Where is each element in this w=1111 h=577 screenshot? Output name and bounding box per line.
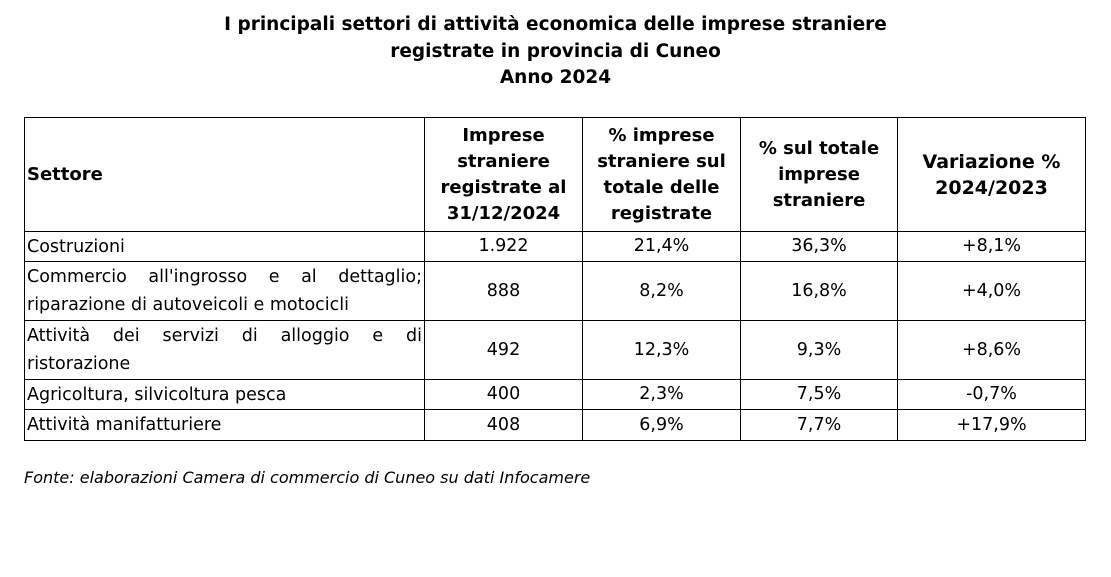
table-row: Costruzioni 1.922 21,4% 36,3% +8,1% <box>24 231 1086 262</box>
cell-pct-registrate: 6,9% <box>582 409 741 441</box>
cell-sector: Attività dei servizi di alloggio e di ri… <box>24 320 425 380</box>
cell-registrate: 888 <box>424 261 583 321</box>
title-line-2: registrate in provincia di Cuneo <box>390 40 721 62</box>
header-settore: Settore <box>24 117 425 232</box>
title-line-1: I principali settori di attività economi… <box>224 14 887 35</box>
header-pct-straniere: % sul totale imprese straniere <box>740 117 898 232</box>
cell-pct-registrate: 2,3% <box>582 379 741 410</box>
cell-sector: Agricoltura, silvicoltura pesca <box>24 379 425 410</box>
document-title: I principali settori di attività economi… <box>0 12 1111 92</box>
cell-variazione: +8,1% <box>897 231 1086 262</box>
header-imprese-registrate: Imprese straniere registrate al 31/12/20… <box>424 117 583 232</box>
table-row: Agricoltura, silvicoltura pesca 400 2,3%… <box>24 379 1086 410</box>
cell-pct-registrate: 21,4% <box>582 231 741 262</box>
cell-variazione: +8,6% <box>897 320 1086 380</box>
cell-pct-straniere: 7,7% <box>740 409 898 441</box>
cell-registrate: 1.922 <box>424 231 583 262</box>
cell-sector: Costruzioni <box>24 231 425 262</box>
cell-pct-straniere: 16,8% <box>740 261 898 321</box>
cell-variazione: -0,7% <box>897 379 1086 410</box>
cell-pct-straniere: 7,5% <box>740 379 898 410</box>
header-pct-registrate: % imprese straniere sul totale delle reg… <box>582 117 741 232</box>
cell-registrate: 400 <box>424 379 583 410</box>
table-row: Commercio all'ingrosso e al dettaglio; r… <box>24 261 1086 321</box>
cell-variazione: +4,0% <box>897 261 1086 321</box>
cell-pct-registrate: 8,2% <box>582 261 741 321</box>
source-note: Fonte: elaborazioni Camera di commercio … <box>24 468 591 487</box>
cell-registrate: 492 <box>424 320 583 380</box>
header-row: Settore Imprese straniere registrate al … <box>24 117 1086 232</box>
cell-variazione: +17,9% <box>897 409 1086 441</box>
header-variazione: Variazione % 2024/2023 <box>897 117 1086 232</box>
cell-sector: Attività manifatturiere <box>24 409 425 441</box>
data-table: Settore Imprese straniere registrate al … <box>24 117 1086 441</box>
table-row: Attività manifatturiere 408 6,9% 7,7% +1… <box>24 409 1086 441</box>
cell-pct-straniere: 36,3% <box>740 231 898 262</box>
cell-pct-registrate: 12,3% <box>582 320 741 380</box>
title-line-3: Anno 2024 <box>499 67 612 88</box>
table-row: Attività dei servizi di alloggio e di ri… <box>24 320 1086 380</box>
cell-sector: Commercio all'ingrosso e al dettaglio; r… <box>24 261 425 321</box>
cell-registrate: 408 <box>424 409 583 441</box>
cell-pct-straniere: 9,3% <box>740 320 898 380</box>
